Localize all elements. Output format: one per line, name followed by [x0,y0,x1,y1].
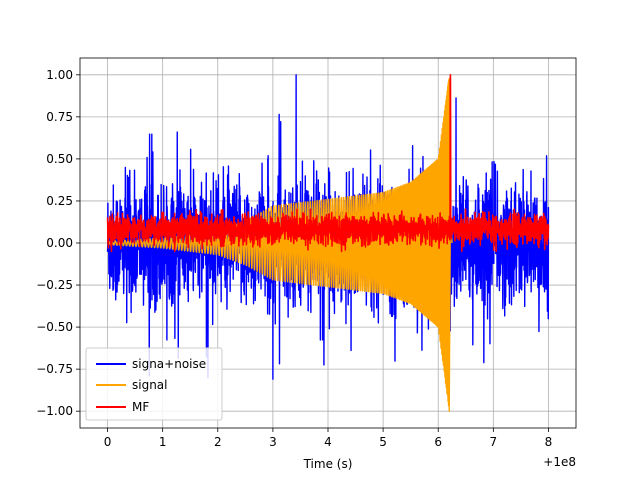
x-tick-label: 4 [324,435,332,449]
x-tick-label: 5 [379,435,387,449]
ticks: 0 1 2 3 4 5 6 7 8 −1.00 −0.75 −0.50 −0.25 0.00 0.25 0.5… [36,68,552,449]
y-tick-label: −0.50 [36,320,73,334]
y-tick-label: 0.00 [46,236,73,250]
y-tick-label: −1.00 [36,404,73,418]
x-tick-label: 1 [159,435,167,449]
legend-label-signal-noise: signa+noise [132,357,206,371]
x-tick-label: 3 [269,435,277,449]
x-offset-label: +1e8 [543,455,576,469]
x-tick-label: 2 [214,435,222,449]
y-tick-label: 0.50 [46,152,73,166]
x-tick-label: 7 [490,435,498,449]
legend-label-signal: signal [132,378,168,392]
series-mf-line [106,74,550,253]
legend-box [85,347,223,421]
x-tick-label: 8 [545,435,553,449]
y-tick-label: 0.75 [46,110,73,124]
x-tick-label: 6 [434,435,442,449]
x-tick-label: 0 [104,435,112,449]
y-tick-label: −0.75 [36,362,73,376]
y-tick-label: −0.25 [36,278,73,292]
series-layer [106,74,550,412]
legend: signa+noise signal MF [85,347,223,421]
y-tick-label: 1.00 [46,68,73,82]
legend-label-mf: MF [132,400,149,414]
x-axis-label: Time (s) [303,457,353,471]
y-tick-label: 0.25 [46,194,73,208]
